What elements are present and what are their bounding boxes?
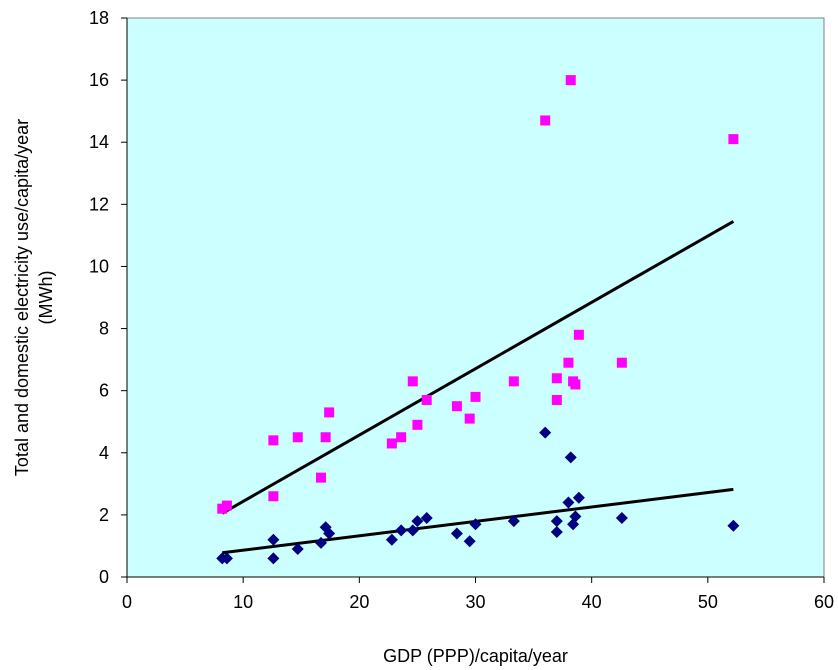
data-point-diamond <box>385 533 398 546</box>
data-point-diamond <box>323 527 336 540</box>
data-point-diamond <box>220 552 233 565</box>
y-tick-label: 18 <box>89 8 109 28</box>
data-point-square <box>551 373 562 384</box>
data-point-square <box>563 357 574 368</box>
data-point-square <box>268 491 279 502</box>
data-point-diamond <box>569 510 582 523</box>
data-point-square <box>320 432 331 443</box>
y-axis-title-line-2: (MWh) <box>36 271 56 325</box>
y-tick-label: 8 <box>99 319 109 339</box>
x-tick-label: 30 <box>465 592 485 612</box>
data-point-square <box>728 134 739 145</box>
data-point-square <box>292 432 303 443</box>
data-point-diamond <box>727 519 740 532</box>
y-tick-label: 10 <box>89 256 109 276</box>
axes <box>121 17 825 583</box>
x-tick-label: 20 <box>349 592 369 612</box>
data-point-square <box>470 391 481 402</box>
data-point-diamond <box>267 552 280 565</box>
data-point-diamond <box>550 525 563 538</box>
x-tick-label: 40 <box>582 592 602 612</box>
x-axis-title: GDP (PPP)/capita/year <box>383 646 568 666</box>
tick-labels: 0 2 4 6 8 10 12 14 16 18 0 10 20 30 40 50 60 <box>89 8 834 612</box>
data-point-square <box>407 376 418 387</box>
data-point-diamond <box>267 533 280 546</box>
y-tick-label: 2 <box>99 505 109 525</box>
y-tick-label: 12 <box>89 194 109 214</box>
data-point-square <box>464 413 475 424</box>
data-point-square <box>386 438 397 449</box>
data-point-square <box>315 472 326 483</box>
data-point-square <box>508 376 519 387</box>
plot-area <box>126 17 825 578</box>
data-point-diamond <box>314 536 327 549</box>
data-point-diamond <box>615 511 628 524</box>
data-point-diamond <box>572 491 585 504</box>
data-point-square <box>551 394 562 405</box>
y-tick-label: 4 <box>99 443 109 463</box>
data-point-diamond <box>420 511 433 524</box>
x-tick-label: 50 <box>698 592 718 612</box>
y-tick-label: 0 <box>99 567 109 587</box>
data-point-square <box>396 432 407 443</box>
trendline <box>221 220 735 515</box>
x-tick-label: 10 <box>233 592 253 612</box>
data-point-diamond <box>507 515 520 528</box>
data-point-square <box>268 435 279 446</box>
x-tick-label: 0 <box>122 592 132 612</box>
data-point-diamond <box>291 543 304 556</box>
data-points <box>216 75 740 565</box>
data-point-square <box>565 75 576 86</box>
data-point-diamond <box>395 524 408 537</box>
data-point-square <box>221 500 232 511</box>
data-point-diamond <box>406 524 419 537</box>
data-point-square <box>412 419 423 430</box>
y-tick-label: 16 <box>89 70 109 90</box>
data-point-square <box>421 394 432 405</box>
data-point-square <box>324 407 335 418</box>
data-point-diamond <box>450 527 463 540</box>
data-point-square <box>451 401 462 412</box>
data-point-diamond <box>463 535 476 548</box>
data-point-diamond <box>411 515 424 528</box>
data-point-diamond <box>562 496 575 509</box>
data-point-diamond <box>564 451 577 464</box>
y-tick-label: 14 <box>89 132 109 152</box>
data-point-diamond <box>550 515 563 528</box>
y-axis-title: Total and domestic electricity use/capit… <box>12 119 56 476</box>
data-point-square <box>616 357 627 368</box>
data-point-diamond <box>539 426 552 439</box>
y-tick-label: 6 <box>99 381 109 401</box>
data-point-diamond <box>469 518 482 531</box>
data-point-square <box>573 329 584 340</box>
data-point-square <box>570 379 581 390</box>
data-point-square <box>540 115 551 126</box>
y-axis-title-line-1: Total and domestic electricity use/capit… <box>12 119 32 476</box>
x-tick-label: 60 <box>814 592 834 612</box>
